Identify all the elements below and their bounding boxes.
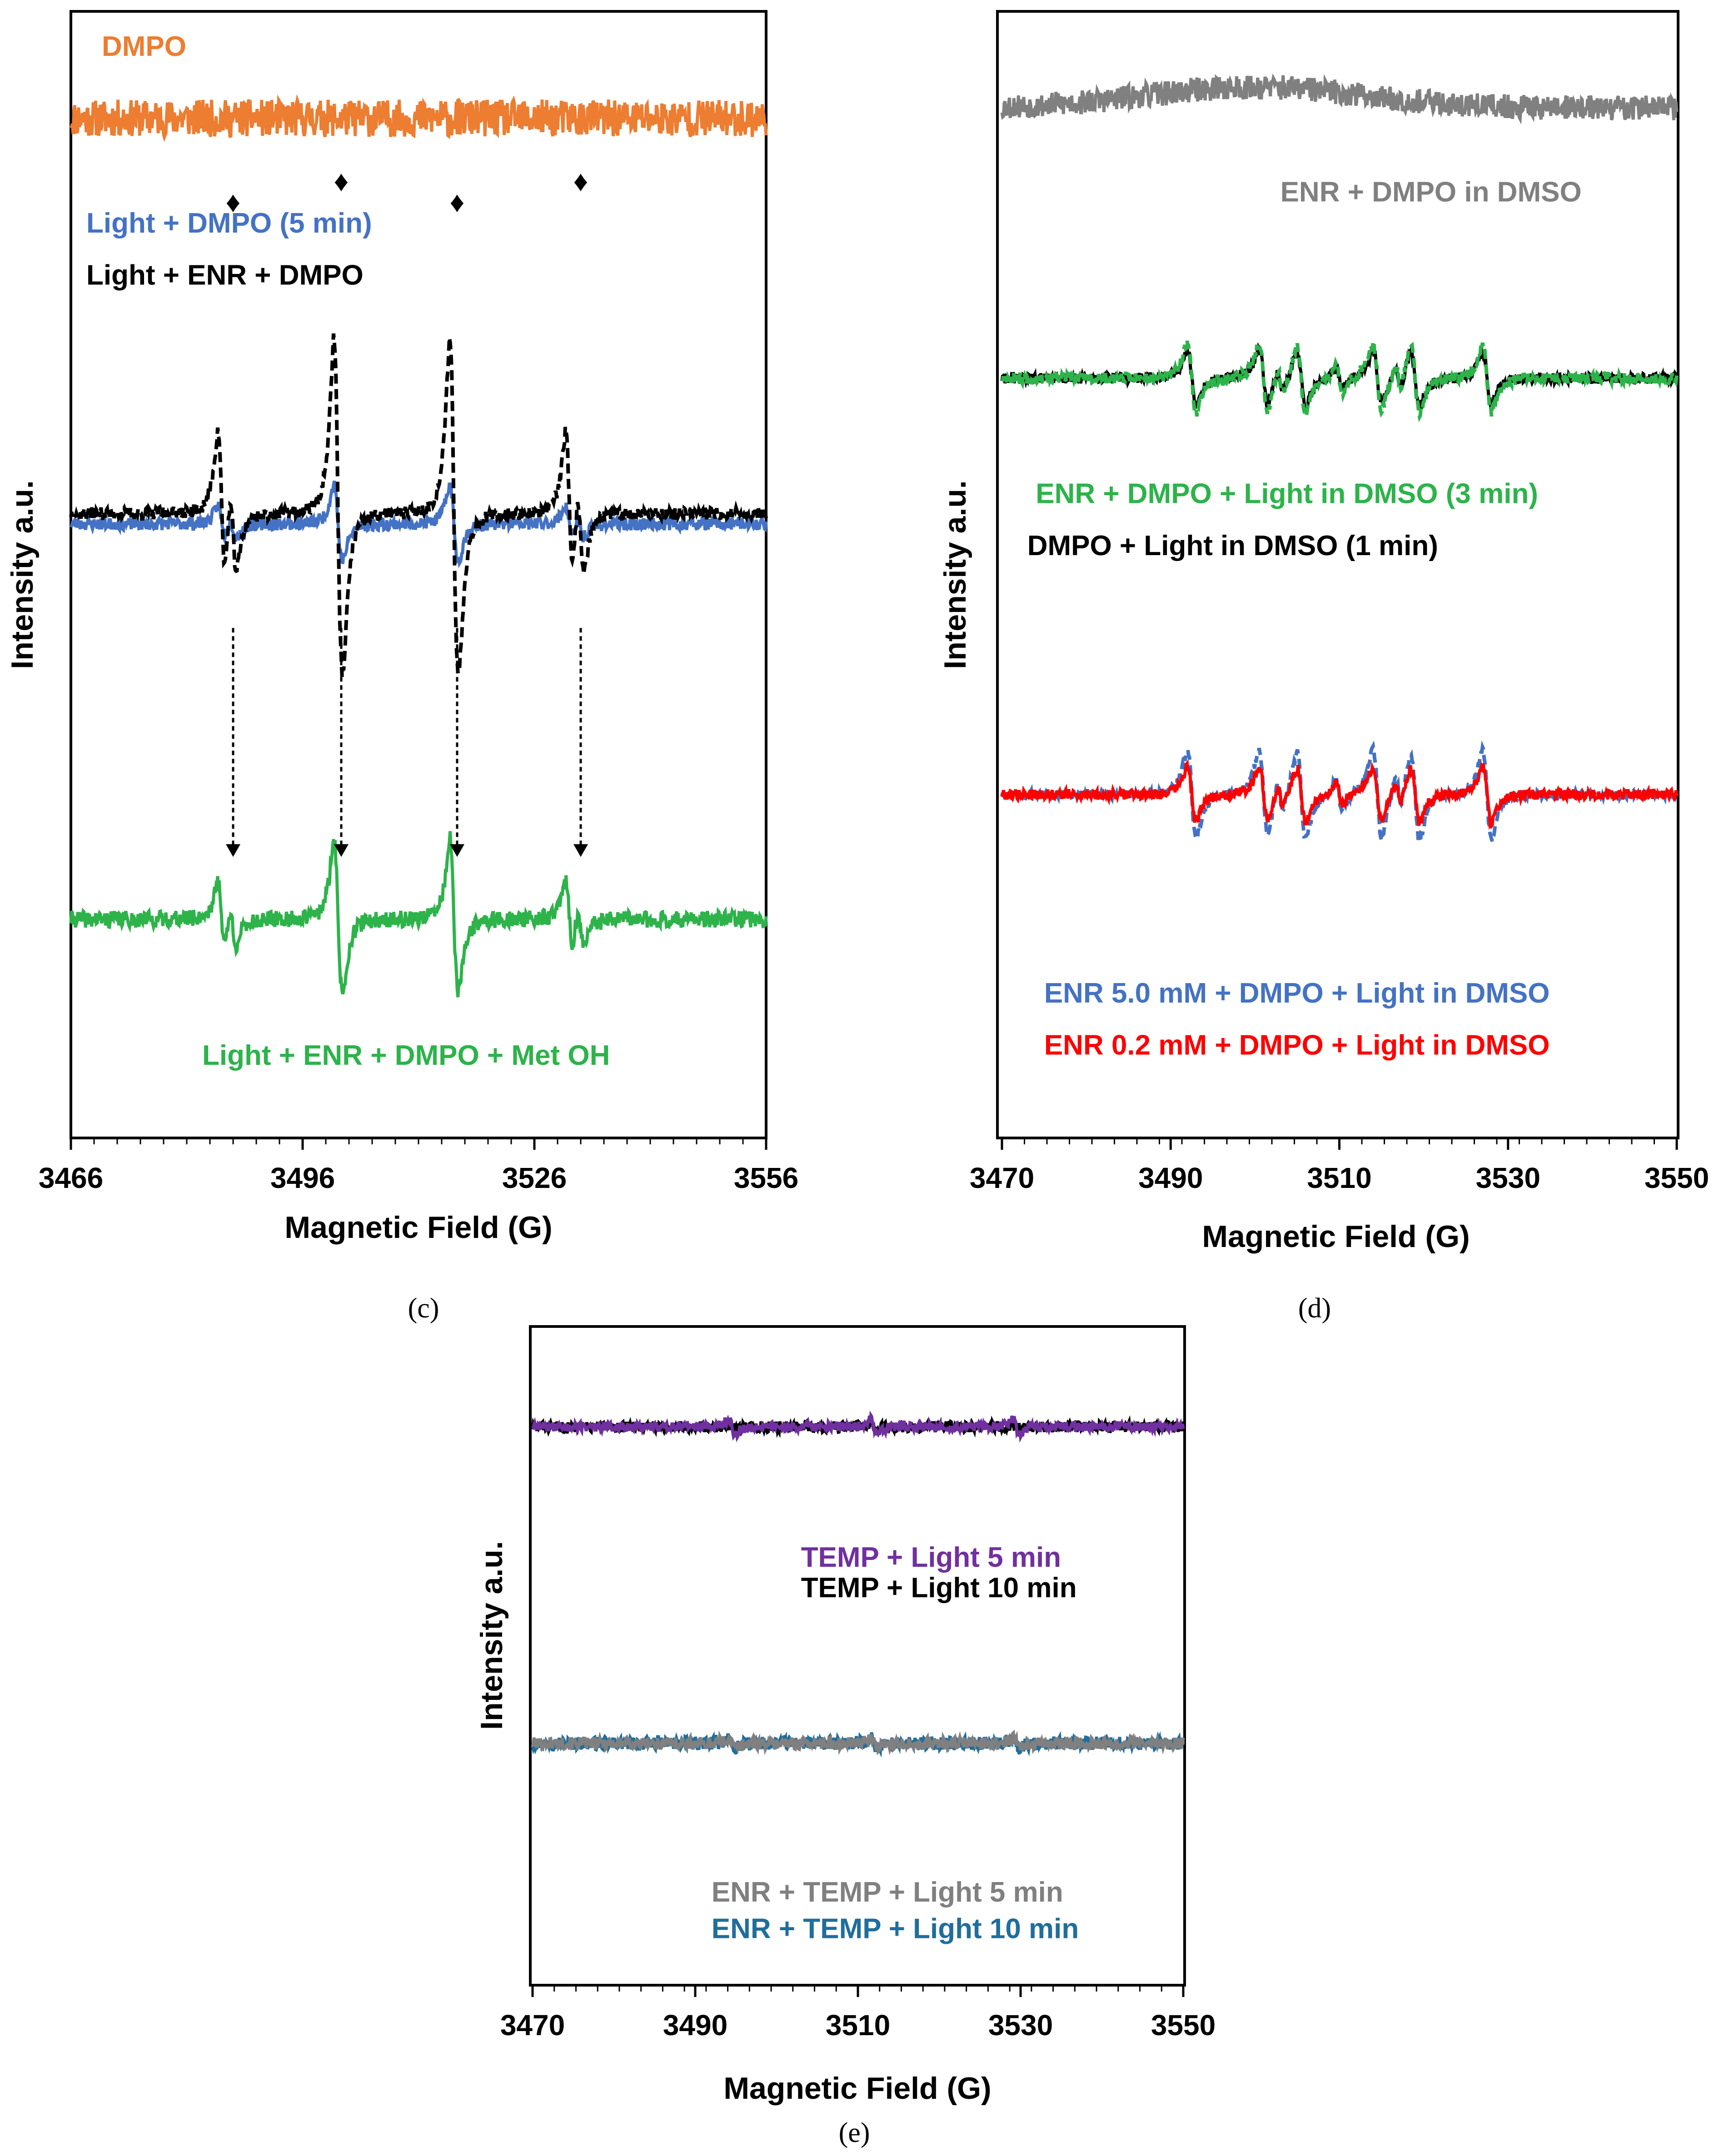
plot-frame-c <box>70 10 767 1139</box>
panel-d: ENR + DMPO in DMSO ENR + DMPO + Light in … <box>938 10 1709 1324</box>
series-line-d-0 <box>1000 73 1679 124</box>
diamond-marker-1: ♦ <box>334 165 349 198</box>
y-axis-label-c: Intensity a.u. <box>5 480 40 669</box>
series-group-c <box>69 94 768 998</box>
tick-label-d-3: 3530 <box>1476 1162 1540 1194</box>
arrow-head-2 <box>450 844 464 857</box>
series-label-d-1: ENR + DMPO + Light in DMSO (3 min) <box>1036 478 1538 510</box>
y-axis-label-e: Intensity a.u. <box>474 1541 509 1730</box>
series-label-c-3: Light + ENR + DMPO + Met OH <box>202 1040 610 1071</box>
tick-label-e-3: 3530 <box>988 2009 1053 2042</box>
series-label-c-2: Light + ENR + DMPO <box>86 260 364 291</box>
diamond-marker-0: ♦ <box>226 185 241 218</box>
annotations-c: ♦ ♦ ♦ ♦ <box>226 165 588 857</box>
x-ticks-c: 3466 3496 3526 3556 <box>39 1138 798 1194</box>
series-line-c-1 <box>69 480 768 569</box>
x-axis-label-d: Magnetic Field (G) <box>1202 1219 1470 1254</box>
tick-label-d-1: 3490 <box>1138 1162 1203 1194</box>
series-label-d-3: ENR 5.0 mM + DMPO + Light in DMSO <box>1044 978 1550 1009</box>
tick-label-c-2: 3526 <box>502 1162 567 1194</box>
caption-d: (d) <box>1298 1293 1331 1324</box>
tick-label-c-1: 3496 <box>270 1162 335 1194</box>
series-line-d-2 <box>1000 338 1679 422</box>
series-label-c-1: Light + DMPO (5 min) <box>86 208 372 239</box>
series-line-e-3 <box>531 1729 1185 1756</box>
series-group-d <box>1000 73 1679 843</box>
caption-c: (c) <box>408 1293 439 1324</box>
x-axis-label-c: Magnetic Field (G) <box>284 1210 552 1245</box>
tick-label-e-2: 3510 <box>826 2009 890 2042</box>
series-group-e <box>531 1410 1185 1758</box>
tick-label-e-0: 3470 <box>500 2009 565 2042</box>
tick-label-c-3: 3556 <box>734 1162 798 1194</box>
tick-label-e-4: 3550 <box>1151 2009 1216 2042</box>
series-line-c-0 <box>69 94 768 143</box>
series-label-e-0: TEMP + Light 5 min <box>801 1542 1061 1573</box>
labels-c: DMPO Light + DMPO (5 min) Light + ENR + DM… <box>86 31 610 1071</box>
series-label-d-4: ENR 0.2 mM + DMPO + Light in DMSO <box>1044 1029 1550 1061</box>
series-line-d-4 <box>1000 759 1679 830</box>
tick-label-e-1: 3490 <box>663 2009 727 2042</box>
diamond-marker-2: ♦ <box>450 185 465 218</box>
series-line-e-1 <box>531 1410 1185 1443</box>
series-label-e-2: ENR + TEMP + Light 5 min <box>712 1877 1063 1908</box>
arrow-head-1 <box>334 844 349 857</box>
series-line-c-3 <box>69 831 768 998</box>
labels-d: ENR + DMPO in DMSO ENR + DMPO + Light in … <box>1027 177 1582 1061</box>
x-ticks-e: 3470 3490 3510 3530 3550 <box>500 1985 1216 2042</box>
tick-label-c-0: 3466 <box>39 1162 103 1194</box>
series-label-d-2: DMPO + Light in DMSO (1 min) <box>1027 530 1438 561</box>
arrow-head-0 <box>226 844 240 857</box>
series-line-c-2 <box>69 333 768 677</box>
series-label-d-0: ENR + DMPO in DMSO <box>1281 177 1582 208</box>
panel-c: ♦ ♦ ♦ ♦ DMPO Light + DMPO (5 min) Light + ENR… <box>5 10 798 1324</box>
diamond-marker-3: ♦ <box>573 165 588 198</box>
tick-label-d-0: 3470 <box>970 1162 1034 1194</box>
series-label-e-1: TEMP + Light 10 min <box>801 1572 1077 1604</box>
plot-frame-d <box>996 10 1679 1139</box>
tick-label-d-4: 3550 <box>1644 1162 1709 1194</box>
series-label-c-0: DMPO <box>102 31 186 62</box>
x-ticks-d: 3470 3490 3510 3530 3550 <box>970 1138 1709 1194</box>
y-axis-label-d: Intensity a.u. <box>938 480 972 669</box>
x-axis-label-e: Magnetic Field (G) <box>723 2071 991 2106</box>
tick-label-d-2: 3510 <box>1307 1162 1371 1194</box>
caption-e: (e) <box>839 2117 870 2148</box>
series-label-e-3: ENR + TEMP + Light 10 min <box>712 1913 1079 1944</box>
arrow-head-3 <box>573 844 588 857</box>
